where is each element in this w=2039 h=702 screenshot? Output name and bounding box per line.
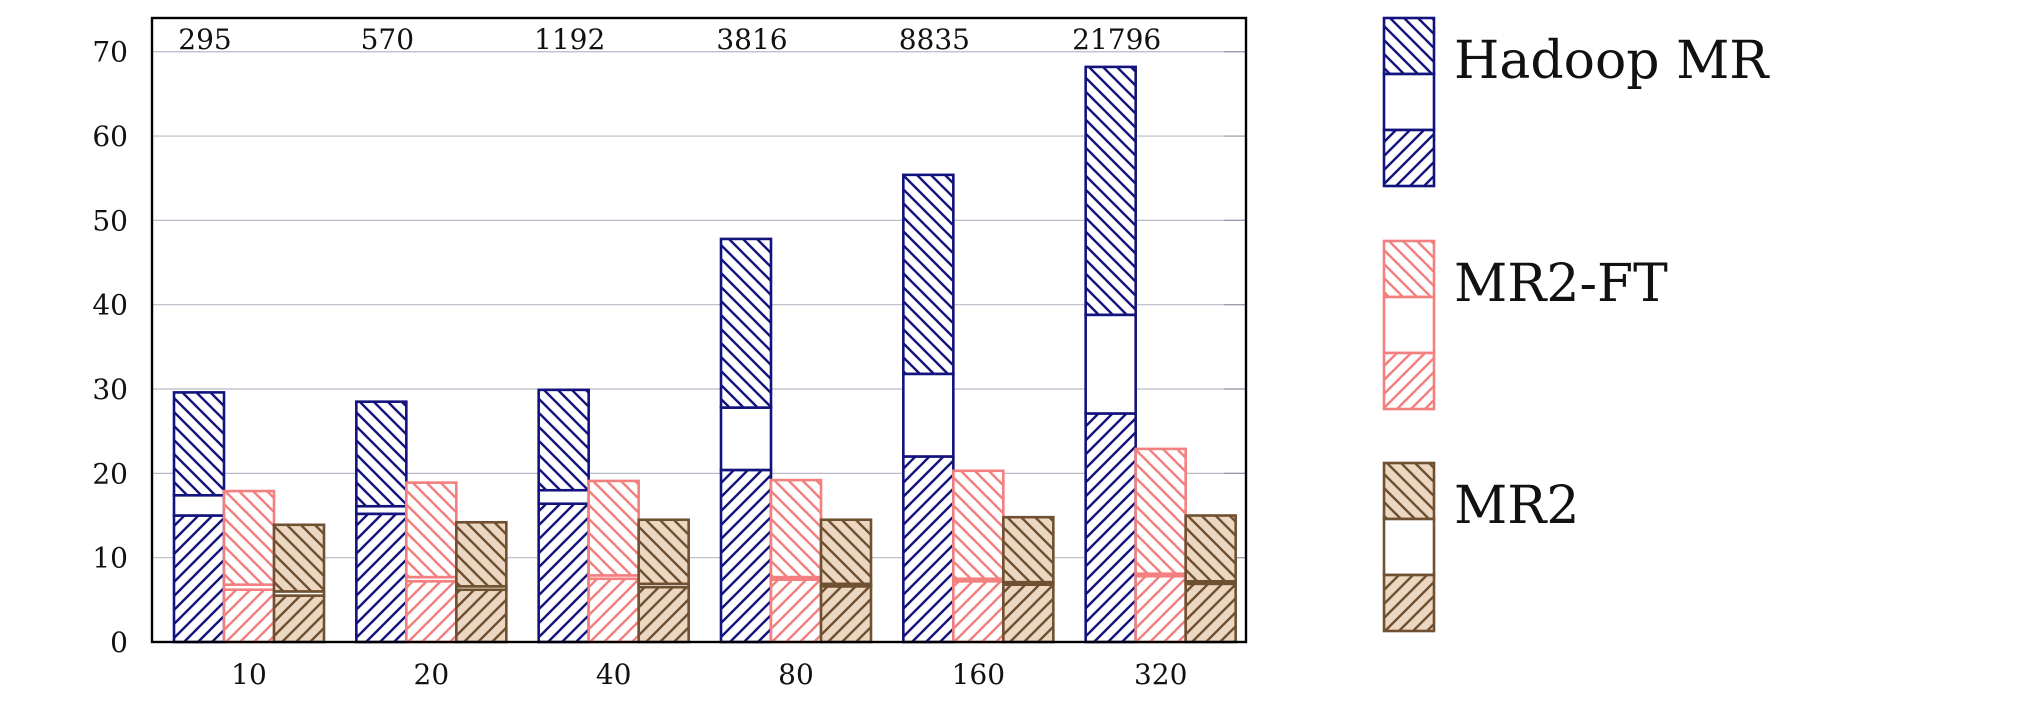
bar-segment	[819, 585, 873, 644]
bar-segment	[537, 388, 590, 492]
legend-swatch-segment	[1382, 461, 1436, 521]
labels: 0 10 20 30 40 50 60 70 10 295 20 570 40 1192 80 3816 160…	[92, 23, 1187, 691]
legend-swatch-segment	[1382, 72, 1436, 132]
bar-segment	[1134, 574, 1187, 644]
bar-segment	[222, 588, 276, 644]
y-tick-label: 30	[92, 373, 128, 406]
legend-swatch-segment	[1382, 16, 1436, 76]
bar-segment	[1084, 313, 1137, 415]
axes	[150, 16, 1248, 644]
legend-label: MR2-FT	[1454, 254, 1668, 314]
bar-segment	[587, 577, 640, 644]
x-tick-label: 80	[778, 658, 814, 691]
legend-item: Hadoop MR	[1382, 16, 1770, 188]
bar-segment	[1184, 582, 1237, 644]
bar-segment	[222, 489, 276, 586]
bars	[172, 65, 1237, 644]
bar-segment	[902, 173, 955, 376]
y-tick-label: 60	[92, 120, 128, 153]
top-label: 21796	[1072, 23, 1161, 56]
x-tick-label: 10	[231, 658, 267, 691]
bar-segment	[455, 520, 508, 588]
top-label: 1192	[534, 23, 605, 56]
bar-segment	[1134, 447, 1187, 575]
bar-segment	[1084, 412, 1137, 644]
x-tick-label: 20	[414, 658, 450, 691]
plot-frame	[150, 16, 1248, 644]
legend-swatch-segment	[1382, 128, 1436, 188]
bar-segment	[355, 512, 408, 644]
bar-segment	[272, 594, 326, 644]
bar-segment	[455, 588, 508, 644]
bar-segment	[952, 579, 1005, 644]
bar-segment	[587, 479, 640, 577]
bar-segment	[1184, 514, 1237, 583]
bar-segment	[272, 523, 326, 593]
top-label: 570	[361, 23, 414, 56]
bar-segment	[902, 372, 955, 458]
bar-segment	[719, 468, 773, 644]
legend-item: MR2-FT	[1382, 239, 1668, 411]
y-tick-label: 0	[110, 626, 128, 659]
legend-item: MR2	[1382, 461, 1579, 633]
bar-segment	[952, 469, 1005, 581]
top-label: 295	[178, 23, 231, 56]
y-tick-label: 50	[92, 204, 128, 237]
y-tick-label: 70	[92, 36, 128, 69]
bar-segment	[769, 478, 823, 579]
legend: Hadoop MR MR2-FT MR2	[1382, 16, 1770, 633]
y-tick-label: 20	[92, 457, 128, 490]
bar-segment	[719, 237, 773, 409]
bar-segment	[902, 455, 955, 644]
legend-label: MR2	[1454, 476, 1579, 536]
legend-swatch-segment	[1382, 295, 1436, 355]
bar-segment	[172, 493, 226, 517]
legend-swatch-segment	[1382, 351, 1436, 411]
top-label: 3816	[716, 23, 787, 56]
bar-segment	[1002, 583, 1055, 644]
bar-segment	[719, 406, 773, 472]
bar-segment	[1002, 515, 1055, 584]
bar-segment	[537, 488, 590, 506]
bar-segment	[405, 481, 458, 579]
bar-segment	[355, 400, 408, 508]
bar-segment	[405, 579, 458, 644]
grid-lines	[152, 51, 1246, 643]
bar-segment	[769, 578, 823, 644]
top-label: 8835	[899, 23, 970, 56]
y-tick-label: 40	[92, 289, 128, 322]
bar-segment	[172, 391, 226, 497]
bar-segment	[172, 514, 226, 644]
bar-segment	[1084, 65, 1137, 317]
bar-segment	[637, 585, 690, 644]
y-tick-label: 10	[92, 542, 128, 575]
legend-swatch-segment	[1382, 517, 1436, 577]
bar-segment	[537, 502, 590, 644]
x-tick-label: 40	[596, 658, 632, 691]
bar-segment	[637, 518, 690, 586]
bar-segment	[819, 518, 873, 586]
legend-swatch-segment	[1382, 239, 1436, 299]
x-tick-label: 160	[952, 658, 1005, 691]
x-tick-label: 320	[1134, 658, 1187, 691]
legend-swatch-segment	[1382, 573, 1436, 633]
legend-label: Hadoop MR	[1454, 31, 1770, 91]
